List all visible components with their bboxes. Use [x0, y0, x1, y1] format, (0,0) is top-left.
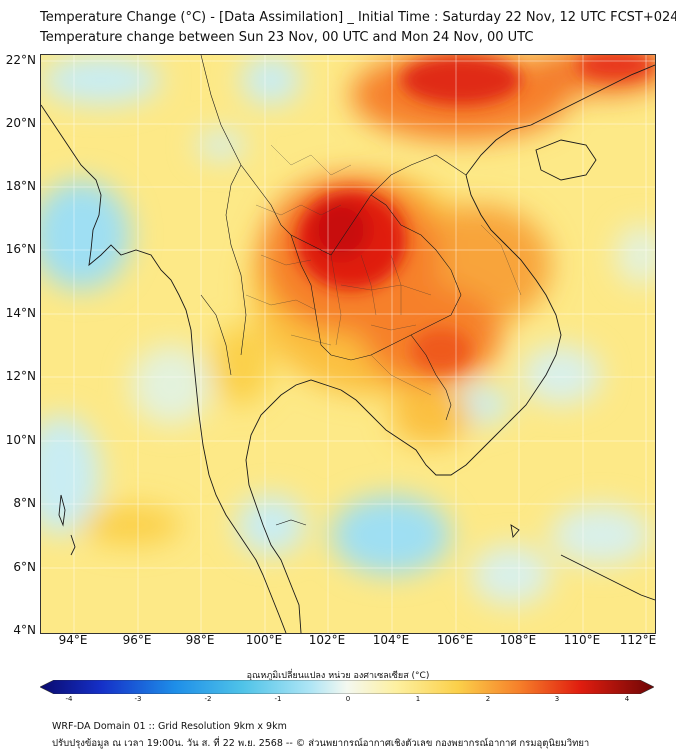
lon-label: 106°E — [436, 633, 474, 647]
lon-label: 104°E — [372, 633, 410, 647]
lat-label: 20°N — [5, 116, 36, 130]
colorbar-tick: -2 — [204, 695, 212, 703]
lon-label: 102°E — [308, 633, 346, 647]
temperature-shading — [41, 55, 655, 605]
colorbar-tick: -1 — [274, 695, 282, 703]
colorbar — [40, 680, 654, 694]
lat-label: 14°N — [5, 306, 36, 320]
colorbar-tick: 0 — [345, 695, 351, 703]
map-panel — [40, 54, 656, 634]
lat-label: 6°N — [13, 560, 36, 574]
lat-label: 18°N — [5, 179, 36, 193]
colorbar-tick: 1 — [415, 695, 421, 703]
colorbar-tick: 3 — [554, 695, 560, 703]
lat-label: 12°N — [5, 369, 36, 383]
lat-label: 22°N — [5, 53, 36, 67]
graticule — [41, 55, 655, 633]
lat-label: 10°N — [5, 433, 36, 447]
lat-label: 8°N — [13, 496, 36, 510]
colorbar-tick: -4 — [65, 695, 73, 703]
colorbar-tick: -3 — [134, 695, 142, 703]
temperature-field-map — [41, 55, 655, 633]
colorbar-title: อุณหภูมิเปลี่ยนแปลง หน่วย องศาเซลเซียส (… — [246, 671, 430, 681]
lon-label: 96°E — [122, 633, 152, 647]
chart-subtitle: Temperature change between Sun 23 Nov, 0… — [40, 30, 534, 45]
colorbar-tick: 2 — [485, 695, 491, 703]
country-borders — [200, 55, 467, 526]
lon-label: 110°E — [563, 633, 601, 647]
lon-label: 94°E — [58, 633, 88, 647]
lon-label: 112°E — [619, 633, 657, 647]
coastlines — [41, 64, 655, 633]
lon-label: 98°E — [185, 633, 215, 647]
footer-credit: ปรับปรุงข้อมูล ณ เวลา 19:00น. วัน ส. ที่… — [52, 738, 590, 749]
lat-label: 4°N — [13, 623, 36, 637]
lat-label: 16°N — [5, 242, 36, 256]
chart-title: Temperature Change (°C) - [Data Assimila… — [40, 10, 676, 25]
footer-model-info: WRF-DA Domain 01 :: Grid Resolution 9km … — [52, 721, 287, 732]
lon-label: 108°E — [499, 633, 537, 647]
lon-label: 100°E — [245, 633, 283, 647]
colorbar-tick: 4 — [624, 695, 630, 703]
province-borders — [245, 144, 522, 396]
